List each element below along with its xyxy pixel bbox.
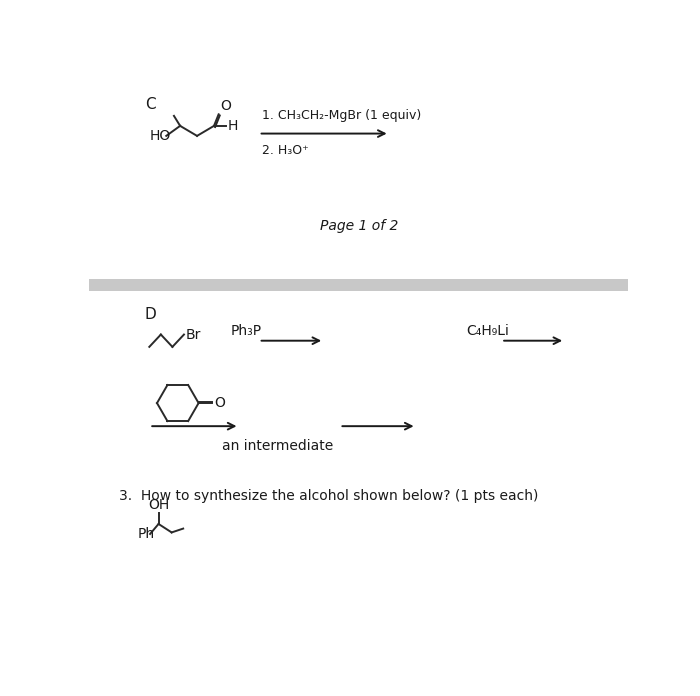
Text: D: D <box>145 307 156 322</box>
Text: H: H <box>228 119 238 133</box>
Text: 1. CH₃CH₂-MgBr (1 equiv): 1. CH₃CH₂-MgBr (1 equiv) <box>262 109 421 122</box>
Text: Ph: Ph <box>138 527 155 541</box>
Text: 2. H₃O⁺: 2. H₃O⁺ <box>262 143 309 157</box>
Text: C: C <box>145 97 155 112</box>
Text: Page 1 of 2: Page 1 of 2 <box>320 219 398 233</box>
Text: C₄H₉Li: C₄H₉Li <box>466 324 510 338</box>
Text: OH: OH <box>148 498 169 512</box>
Text: HO: HO <box>149 129 171 143</box>
Bar <box>90 279 629 292</box>
Text: Ph₃P: Ph₃P <box>230 324 261 338</box>
Text: Br: Br <box>186 328 201 342</box>
Text: O: O <box>220 99 231 113</box>
Text: an intermediate: an intermediate <box>223 439 333 453</box>
Text: 3.  How to synthesize the alcohol shown below? (1 pts each): 3. How to synthesize the alcohol shown b… <box>118 489 538 503</box>
Text: O: O <box>214 396 225 410</box>
